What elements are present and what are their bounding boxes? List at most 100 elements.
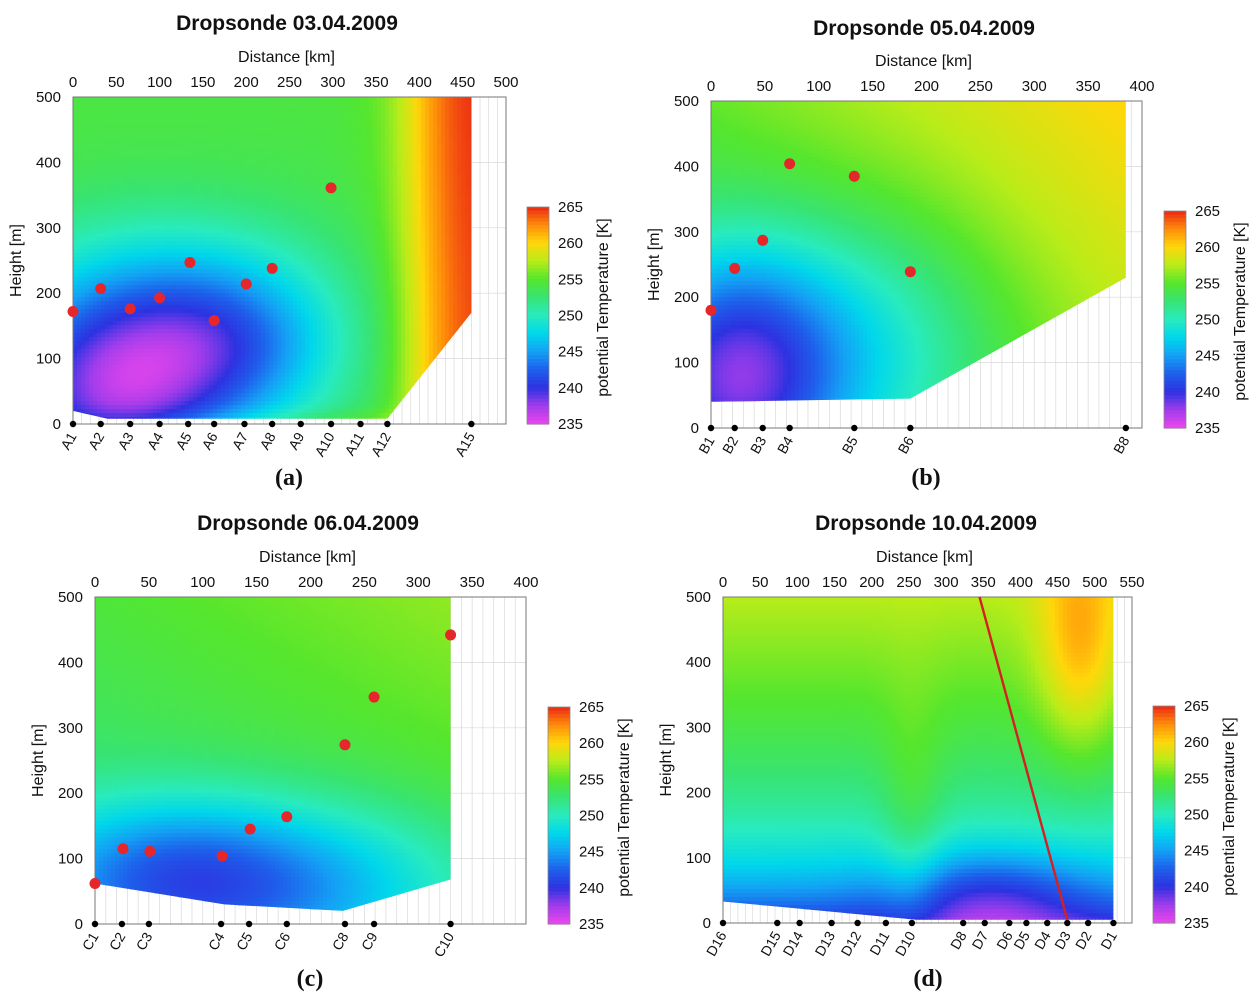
field-cell [161, 245, 166, 250]
field-cell [189, 393, 194, 398]
field-cell [261, 293, 266, 298]
field-cell [293, 201, 298, 206]
field-cell [165, 333, 170, 338]
field-cell [109, 393, 114, 398]
field-cell [97, 405, 102, 410]
field-cell [181, 201, 186, 206]
field-cell [85, 169, 90, 174]
field-cell [89, 357, 94, 362]
field-cell [129, 345, 134, 350]
field-cell [173, 189, 178, 194]
field-cell [229, 349, 234, 354]
field-cell [313, 145, 318, 150]
field-cell [193, 97, 198, 102]
field-cell [145, 417, 150, 419]
field-cell [305, 349, 310, 354]
field-cell [149, 201, 154, 206]
field-cell [97, 381, 102, 386]
field-cell [197, 333, 202, 338]
field-cell [173, 193, 178, 198]
field-cell [245, 417, 250, 419]
field-cell [249, 161, 254, 166]
field-cell [277, 377, 282, 382]
field-cell [205, 125, 210, 130]
field-cell [113, 369, 118, 374]
field-cell [285, 337, 290, 342]
field-cell [157, 221, 162, 226]
field-cell [277, 265, 282, 270]
field-cell [97, 269, 102, 274]
field-cell [293, 205, 298, 210]
field-cell [89, 233, 94, 238]
field-cell [165, 417, 170, 419]
field-cell [277, 353, 282, 358]
field-cell [117, 417, 122, 419]
field-cell [257, 273, 262, 278]
field-cell [117, 421, 122, 426]
field-cell [185, 233, 190, 238]
field-cell [109, 165, 114, 170]
field-cell [273, 145, 278, 150]
field-cell [161, 249, 166, 254]
field-cell [161, 113, 166, 118]
field-cell [213, 417, 218, 419]
field-cell [165, 265, 170, 270]
field-cell [309, 249, 314, 254]
field-cell [269, 177, 274, 182]
field-cell [305, 125, 310, 130]
field-cell [161, 361, 166, 366]
field-cell [173, 225, 178, 230]
field-cell [293, 141, 298, 146]
field-cell [177, 261, 182, 266]
field-cell [221, 105, 226, 110]
field-cell [213, 389, 218, 394]
field-cell [217, 221, 222, 226]
field-cell [265, 237, 270, 242]
field-cell [153, 337, 158, 342]
field-cell [237, 361, 242, 366]
field-cell [125, 297, 130, 302]
field-cell [197, 273, 202, 278]
field-cell [249, 201, 254, 206]
field-cell [153, 317, 158, 322]
field-cell [253, 325, 258, 330]
field-cell [189, 309, 194, 314]
field-cell [133, 173, 138, 178]
field-cell [249, 417, 254, 419]
field-cell [269, 409, 274, 414]
field-cell [145, 285, 150, 290]
field-cell [265, 401, 270, 406]
field-cell [125, 277, 130, 282]
field-cell [305, 365, 310, 370]
field-cell [189, 201, 194, 206]
field-cell [169, 181, 174, 186]
field-cell [237, 313, 242, 318]
field-cell [205, 169, 210, 174]
field-cell [281, 381, 286, 386]
field-cell [157, 361, 162, 366]
field-cell [89, 185, 94, 190]
field-cell [217, 97, 222, 102]
field-cell [149, 253, 154, 258]
field-cell [289, 129, 294, 134]
field-cell [249, 289, 254, 294]
field-cell [289, 161, 294, 166]
field-cell [125, 381, 130, 386]
field-cell [81, 293, 86, 298]
field-cell [101, 237, 106, 242]
field-cell [297, 325, 302, 330]
field-cell [125, 153, 130, 158]
field-cell [117, 257, 122, 262]
field-cell [137, 217, 142, 222]
field-cell [137, 325, 142, 330]
field-cell [141, 421, 146, 426]
field-cell [233, 273, 238, 278]
field-cell [165, 169, 170, 174]
field-cell [117, 293, 122, 298]
field-cell [73, 345, 78, 350]
field-cell [305, 253, 310, 258]
field-cell [157, 373, 162, 378]
field-cell [113, 353, 118, 358]
field-cell [225, 125, 230, 130]
field-cell [225, 153, 230, 158]
